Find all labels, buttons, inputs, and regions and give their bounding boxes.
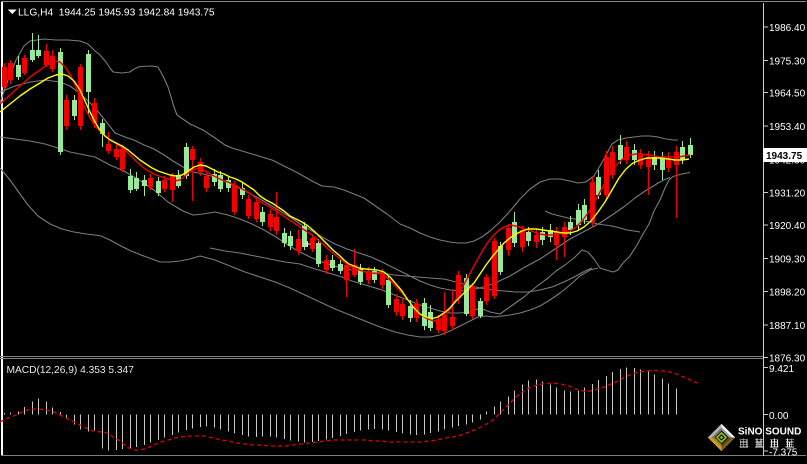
svg-text:-7.375: -7.375 — [769, 448, 798, 459]
svg-text:1953.40: 1953.40 — [769, 122, 806, 133]
svg-text:1920.40: 1920.40 — [769, 221, 806, 232]
svg-text:1931.20: 1931.20 — [769, 189, 806, 200]
svg-text:LLG,H4 1944.25 1945.93 1942.8: LLG,H4 1944.25 1945.93 1942.84 1943.75 — [18, 8, 215, 19]
svg-text:1898.20: 1898.20 — [769, 288, 806, 299]
svg-text:0.00: 0.00 — [769, 411, 789, 422]
svg-text:1887.10: 1887.10 — [769, 321, 806, 332]
svg-text:1909.30: 1909.30 — [769, 254, 806, 265]
svg-text:1975.30: 1975.30 — [769, 56, 806, 67]
svg-text:1876.30: 1876.30 — [769, 353, 806, 364]
svg-text:SiNO SOUND: SiNO SOUND — [738, 427, 801, 438]
svg-text:1964.50: 1964.50 — [769, 89, 806, 100]
svg-text:1943.75: 1943.75 — [766, 151, 803, 162]
svg-text:9.421: 9.421 — [769, 364, 794, 375]
svg-text:MACD(12,26,9) 4.353 5.347: MACD(12,26,9) 4.353 5.347 — [7, 365, 135, 376]
svg-text:1986.40: 1986.40 — [769, 23, 806, 34]
